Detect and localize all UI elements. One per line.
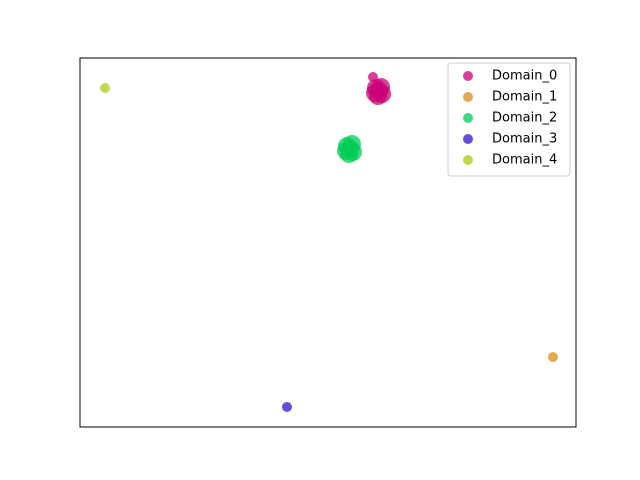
legend-label: Domain_0 (492, 69, 557, 84)
point (366, 84, 385, 103)
point (281, 402, 292, 413)
legend-marker (463, 92, 473, 102)
point (547, 352, 558, 363)
legend-label: Domain_2 (492, 111, 557, 126)
legend-label: Domain_4 (492, 153, 557, 168)
point (99, 82, 110, 93)
legend-marker (463, 155, 473, 165)
legend-label: Domain_3 (492, 132, 557, 147)
plot-frame (79, 57, 577, 428)
legend-marker (463, 134, 473, 144)
legend-box (447, 62, 571, 177)
point (337, 141, 356, 160)
legend-marker (463, 113, 473, 123)
legend-marker (463, 71, 473, 81)
legend-label: Domain_1 (492, 90, 557, 105)
